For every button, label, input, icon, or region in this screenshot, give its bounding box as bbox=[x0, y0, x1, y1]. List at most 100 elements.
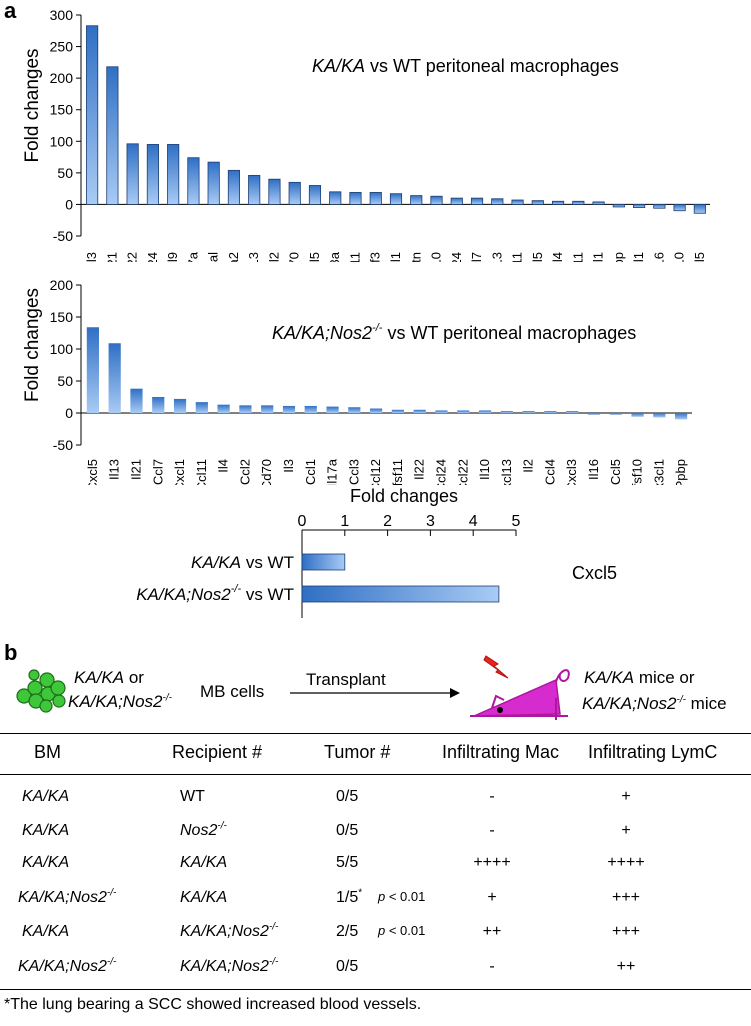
x-tick-label: Csf3 bbox=[368, 252, 383, 262]
y-tick-label: 50 bbox=[57, 373, 73, 389]
cell-bm-genotype: KA/KA bbox=[22, 923, 70, 940]
bar-ccl7 bbox=[470, 197, 484, 205]
bar-il2 bbox=[522, 411, 535, 413]
x-tick-label: Ppbp bbox=[673, 459, 688, 485]
cell-mac-value: ++++ bbox=[473, 854, 511, 871]
x-tick-label: Il10 bbox=[477, 459, 492, 480]
cell-lymc-value: ++ bbox=[616, 958, 636, 975]
cell-tumor: 1/5* bbox=[336, 888, 362, 907]
x-tick-label: Il2 bbox=[521, 459, 536, 473]
cell-mac-value: - bbox=[489, 958, 495, 975]
bar-il4 bbox=[551, 200, 565, 205]
x-tick-label: Mstn bbox=[408, 252, 423, 262]
cell-tumor-value: 0/5 bbox=[336, 958, 359, 975]
y-tick-label: 0 bbox=[65, 196, 73, 212]
bar-il4 bbox=[217, 404, 230, 413]
chart-title-rest: vs WT peritoneal macrophages bbox=[382, 323, 636, 343]
bar-il21 bbox=[106, 66, 119, 205]
bar-il3 bbox=[86, 25, 99, 205]
cell-tumor: 0/5 bbox=[336, 958, 358, 976]
y-tick-label: KA/KA;Nos2-/- vs WT bbox=[136, 583, 294, 604]
bar-ccl24 bbox=[435, 410, 448, 413]
bar-ccl1 bbox=[389, 193, 403, 205]
bar-cx3cl1 bbox=[633, 204, 646, 208]
bar-il9 bbox=[167, 144, 180, 205]
y-tick-label: 100 bbox=[50, 341, 74, 357]
panel-label-a: a bbox=[4, 0, 17, 23]
bar-tnfsf11 bbox=[391, 409, 404, 413]
cell-bm-genotype: KA/KA;Nos2 bbox=[18, 958, 107, 975]
y-tick-label: 200 bbox=[50, 277, 74, 293]
y-axis-label: Fold changes bbox=[22, 288, 43, 402]
schema-transplant-label: Transplant bbox=[306, 670, 386, 689]
bar-ccl12 bbox=[370, 408, 383, 413]
x-tick-label: Il21 bbox=[104, 252, 119, 262]
x-tick-label: 0 bbox=[298, 513, 307, 530]
x-tick-label: Cxcl11 bbox=[347, 252, 362, 262]
x-tick-label: Cxcl1 bbox=[591, 252, 606, 262]
bar-ppbp bbox=[675, 413, 688, 420]
cell-lymc-value: + bbox=[621, 788, 631, 805]
x-tick-label: Tnfsf11 bbox=[390, 459, 405, 485]
bar-il5 bbox=[531, 200, 544, 205]
bar-il23a bbox=[329, 191, 342, 205]
bar-il3 bbox=[282, 405, 296, 413]
chart-title: KA/KA vs WT peritoneal macrophages bbox=[312, 56, 619, 76]
bar-cxcl1 bbox=[592, 201, 605, 205]
x-tick-label: Ccl22 bbox=[455, 459, 470, 485]
y-tick-label: 100 bbox=[50, 133, 74, 149]
bar-ccl4 bbox=[544, 411, 557, 413]
x-axis-label: Fold changes bbox=[350, 486, 458, 506]
cell-lymc-value: + bbox=[621, 822, 631, 839]
bar-tnfsf10 bbox=[673, 204, 686, 212]
cell-recipient: WT bbox=[180, 788, 205, 806]
x-tick-label: Cx3cl1 bbox=[631, 252, 646, 262]
cell-p-symbol: p bbox=[378, 889, 386, 904]
header-lymc: Infiltrating LymC bbox=[588, 742, 718, 762]
bar-ka-nos2-vs-wt bbox=[301, 585, 500, 603]
bar-ccl5 bbox=[693, 204, 706, 214]
table-bottom-rule bbox=[0, 989, 751, 990]
chart-title-sup: -/- bbox=[372, 322, 383, 334]
x-tick-label: Tnfsf10 bbox=[630, 459, 645, 485]
mouse-lung-irradiation-icon bbox=[470, 655, 570, 720]
schema-recipient-a-rest: mice or bbox=[634, 668, 695, 687]
cell-bm: KA/KA bbox=[22, 854, 69, 872]
y-tick-label: -50 bbox=[53, 228, 73, 244]
bar-ifna2 bbox=[227, 169, 241, 205]
cell-tumor: 2/5 bbox=[336, 923, 358, 941]
y-tick-label-rest: vs WT bbox=[241, 553, 294, 572]
x-tick-label: Ccl3 bbox=[346, 459, 361, 485]
y-tick-label: 200 bbox=[50, 70, 74, 86]
cell-recipient-genotype: KA/KA bbox=[180, 889, 228, 906]
schema-recipient-b-rest: mice bbox=[685, 694, 727, 713]
cell-tumor-value: 0/5 bbox=[336, 788, 359, 805]
bar-il10 bbox=[478, 410, 492, 413]
x-tick-label: Il9 bbox=[165, 252, 180, 262]
cell-recipient-sup: -/- bbox=[268, 921, 279, 933]
x-tick-label: 5 bbox=[512, 513, 521, 530]
bar-il17a bbox=[187, 157, 200, 205]
x-tick-label: Ccl12 bbox=[368, 459, 383, 485]
cell-mac-value: + bbox=[487, 889, 497, 906]
cell-mac: ++++ bbox=[473, 854, 510, 872]
cell-mac: + bbox=[487, 889, 496, 907]
x-tick-label: Ccl1 bbox=[303, 459, 318, 485]
bar-il24 bbox=[146, 144, 159, 205]
x-tick-label: Ccl7 bbox=[469, 252, 484, 262]
bar-il13 bbox=[248, 174, 261, 205]
x-tick-label: Il4 bbox=[550, 252, 565, 262]
bar-ccl3 bbox=[348, 407, 361, 413]
cell-mac: ++ bbox=[483, 923, 502, 941]
cell-bm: KA/KA bbox=[22, 788, 69, 806]
x-tick-label: Il13 bbox=[246, 252, 261, 262]
x-tick-label: 4 bbox=[469, 513, 478, 530]
x-tick-label: Il4 bbox=[216, 459, 231, 473]
cell-tumor: 5/5 bbox=[336, 854, 358, 872]
transplant-arrow-icon bbox=[290, 688, 460, 698]
bar-ccl2 bbox=[239, 405, 252, 413]
chart-ka-nos2-vs-wt: -50 0 50 100 150 200 Fold changes Cxcl5 Il13 Il21… bbox=[22, 277, 692, 485]
table-top-rule bbox=[0, 733, 751, 734]
header-mac: Infiltrating Mac bbox=[442, 742, 560, 762]
cell-tumor-value: 5/5 bbox=[336, 854, 359, 871]
